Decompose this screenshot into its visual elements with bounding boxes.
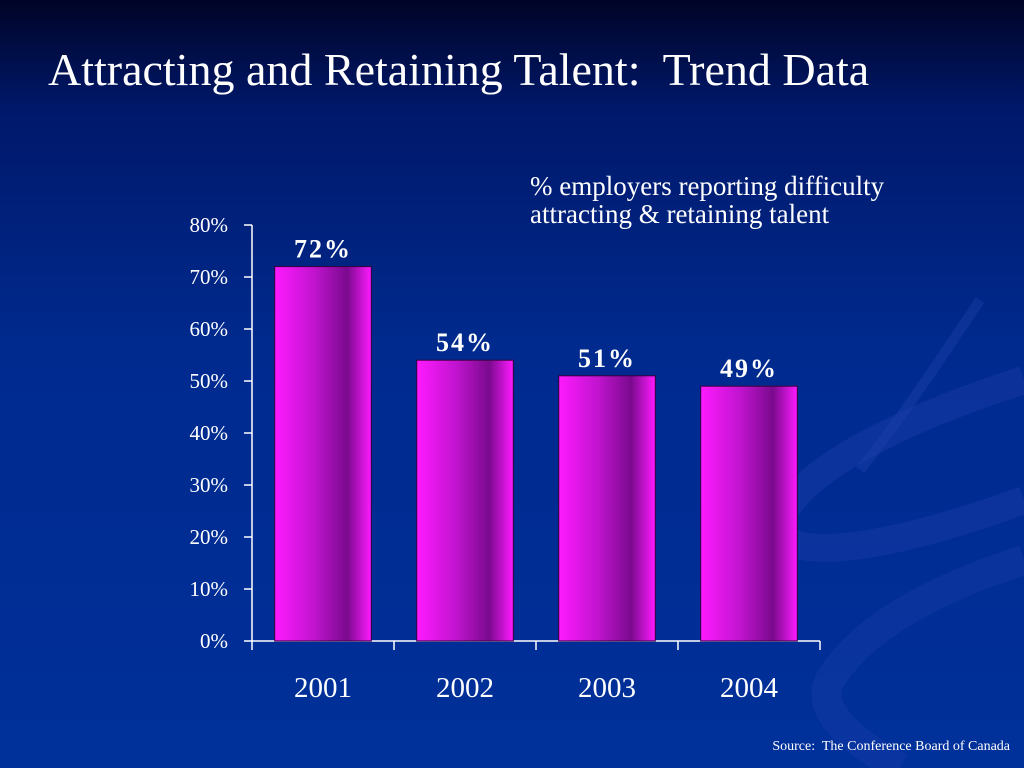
data-label: 54% [436,328,494,357]
y-tick-label: 30% [190,473,229,497]
y-tick-label: 80% [190,213,229,237]
slide-title: Attracting and Retaining Talent: Trend D… [48,44,870,95]
x-tick-label: 2003 [578,672,636,704]
y-tick-label: 70% [190,265,229,289]
bar-2001 [274,266,372,642]
data-label: 72% [294,235,352,264]
chart-title-line-1: % employers reporting difficulty [530,171,885,201]
bar-2004 [700,385,798,642]
bar-2003 [558,375,656,642]
y-tick-label: 0% [200,629,228,653]
x-tick-label: 2002 [436,672,494,704]
bar-2002 [416,359,514,642]
chart-title: % employers reporting difficulty attract… [530,172,1000,228]
data-labels: 72% 54% 51% 49% [294,235,778,384]
data-label: 49% [720,354,778,383]
data-label: 51% [578,344,636,373]
y-tick-label: 60% [190,317,229,341]
bars [274,266,798,642]
y-tick-label: 50% [190,369,229,393]
y-tick-label: 40% [190,421,229,445]
x-tick-label: 2001 [294,672,352,704]
y-tick-label: 10% [190,577,229,601]
y-axis: 0% 10% 20% 30% 40% 50% 60% 70% 80% [190,213,253,653]
x-axis: 2001 2002 2003 2004 [251,640,821,704]
x-tick-label: 2004 [720,672,779,704]
chart-title-line-2: attracting & retaining talent [530,199,830,229]
y-tick-label: 20% [190,525,229,549]
source-note: Source: The Conference Board of Canada [772,739,1010,754]
